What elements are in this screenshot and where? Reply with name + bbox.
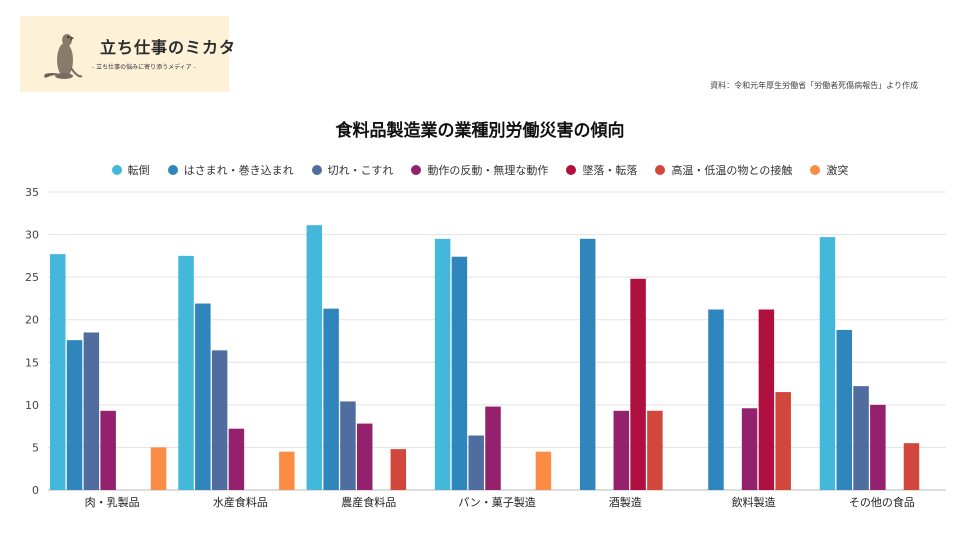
legend-swatch-icon — [810, 165, 821, 175]
bar — [100, 410, 116, 490]
logo-block: 立ち仕事のミカタ - 立ち仕事の悩みに寄り添うメディア - — [20, 16, 235, 92]
bar — [390, 449, 407, 490]
bar — [195, 303, 211, 490]
x-tick-label: 農産食料品 — [341, 495, 396, 509]
legend-label: 転倒 — [127, 164, 150, 177]
x-tick-label: その他の食品 — [849, 495, 915, 509]
bar — [853, 386, 869, 490]
y-tick-label: 0 — [32, 484, 39, 497]
bar — [340, 401, 356, 490]
bar — [451, 256, 468, 490]
bar — [323, 308, 339, 490]
x-tick-label: 飲料製造 — [732, 495, 776, 509]
legend-label: 高温・低温の物との接触 — [671, 164, 793, 177]
legend-item: 動作の反動・無理な動作 — [411, 162, 548, 178]
bar — [579, 238, 596, 490]
bar — [83, 332, 100, 490]
legend-label: 動作の反動・無理な動作 — [427, 164, 549, 177]
chart-title: 食料品製造業の業種別労働災害の傾向 — [335, 121, 625, 141]
bar — [836, 329, 853, 490]
bar — [903, 443, 920, 490]
y-tick-label: 35 — [25, 186, 39, 199]
y-tick-label: 20 — [25, 314, 39, 327]
bar — [306, 225, 323, 490]
y-tick-label: 15 — [25, 356, 39, 369]
bar — [178, 255, 194, 490]
bar — [647, 410, 663, 490]
x-tick-label: 肉・乳製品 — [85, 495, 140, 509]
bar — [468, 435, 484, 490]
legend-item: 転倒 — [111, 162, 150, 178]
x-tick-label: 酒製造 — [609, 495, 642, 509]
bar — [211, 350, 228, 490]
bar — [66, 340, 83, 490]
bar — [50, 254, 66, 490]
bar — [630, 278, 646, 490]
legend-swatch-icon — [566, 165, 577, 175]
chart-legend: 転倒 はさまれ・巻き込まれ 切れ・こすれ 動作の反動・無理な動作 墜落・転落 高温・低温の… — [0, 162, 960, 178]
bar — [485, 406, 501, 490]
x-tick-label: パン・菓子製造 — [458, 495, 536, 509]
legend-swatch-icon — [111, 165, 122, 175]
source-note: 資料：令和元年厚生労働省「労働者死傷病報告」より作成 — [710, 81, 918, 90]
bar — [758, 309, 775, 490]
bar — [150, 447, 167, 490]
y-tick-label: 30 — [25, 229, 39, 242]
logo-title: 立ち仕事のミカタ — [100, 38, 237, 57]
bar — [775, 392, 791, 490]
legend-item: 高温・低温の物との接触 — [655, 162, 792, 178]
y-tick-label: 10 — [25, 399, 39, 412]
bar — [819, 237, 836, 490]
legend-label: 切れ・こすれ — [327, 164, 394, 177]
bar — [228, 428, 245, 490]
bar — [613, 410, 630, 490]
legend-label: はさまれ・巻き込まれ — [183, 164, 294, 177]
y-tick-label: 5 — [32, 441, 39, 454]
logo-subtitle: - 立ち仕事の悩みに寄り添うメディア - — [92, 64, 196, 71]
legend-item: はさまれ・巻き込まれ — [167, 162, 294, 178]
bar — [870, 404, 886, 490]
meerkat-logo-icon — [44, 34, 83, 79]
legend-label: 墜落・転落 — [582, 164, 638, 177]
legend-swatch-icon — [311, 165, 322, 175]
legend-item: 切れ・こすれ — [311, 162, 394, 178]
legend-item: 墜落・転落 — [566, 162, 637, 178]
legend-label: 激突 — [826, 164, 849, 177]
bar — [279, 451, 295, 490]
bar — [434, 238, 451, 490]
bar — [708, 309, 724, 490]
bar — [535, 451, 552, 490]
x-tick-label: 水産食料品 — [213, 495, 268, 509]
y-tick-label: 25 — [25, 271, 39, 284]
bar — [741, 408, 758, 490]
legend-item: 激突 — [810, 162, 848, 178]
legend-swatch-icon — [411, 165, 422, 175]
legend-swatch-icon — [167, 165, 178, 175]
bar — [356, 423, 373, 490]
legend-swatch-icon — [655, 165, 666, 175]
